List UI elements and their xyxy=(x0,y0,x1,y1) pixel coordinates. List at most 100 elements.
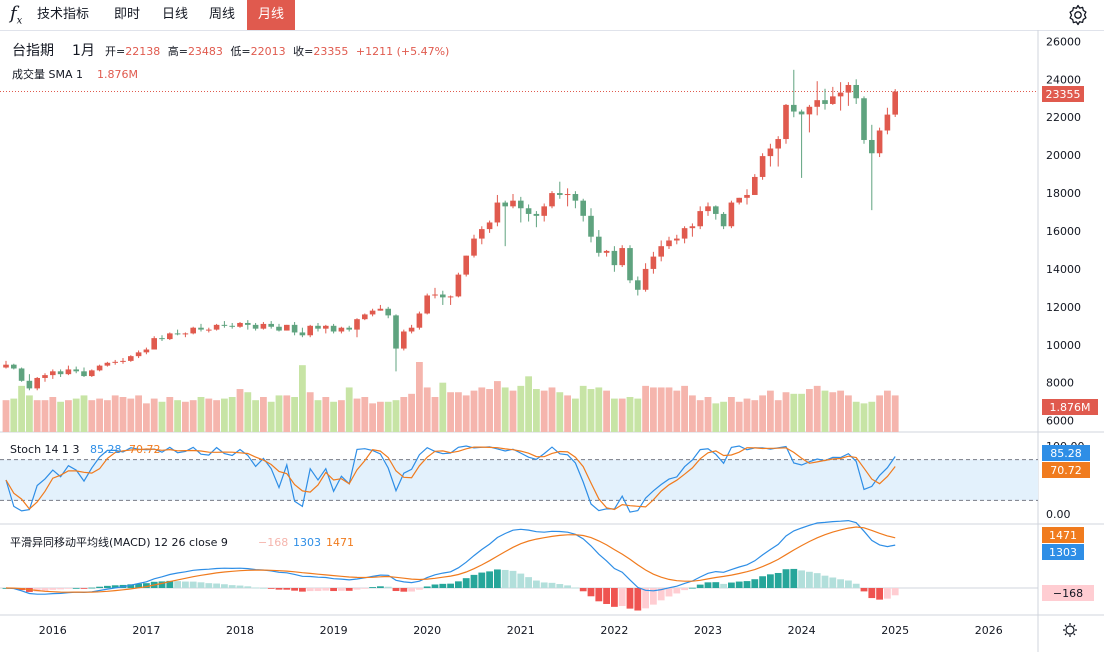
volume-bar xyxy=(852,401,860,432)
macd-histogram-bar xyxy=(751,579,759,588)
macd-signal-badge-bg xyxy=(1042,527,1084,543)
candle-body xyxy=(830,96,836,104)
macd-histogram-bar xyxy=(540,582,548,588)
candle-body xyxy=(135,352,142,357)
macd-histogram-bar xyxy=(478,572,486,588)
volume-bar xyxy=(26,395,33,432)
macd-histogram-bar xyxy=(182,581,189,588)
candle-body xyxy=(619,248,625,266)
candle-body xyxy=(104,362,111,366)
stoch-k-badge-bg xyxy=(1042,445,1090,461)
candle-body xyxy=(713,206,719,214)
macd-histogram-bar xyxy=(338,588,345,591)
macd-histogram-bar xyxy=(884,588,891,599)
macd-histogram-bar xyxy=(299,588,306,592)
volume-bar xyxy=(213,400,220,432)
candle-body xyxy=(432,294,438,296)
candle-body xyxy=(260,323,267,329)
macd-histogram-bar xyxy=(486,571,493,588)
candle-body xyxy=(455,274,462,297)
macd-histogram-bar xyxy=(439,583,447,588)
candle-body xyxy=(11,364,17,369)
macd-histogram-bar xyxy=(665,588,673,597)
candle-body xyxy=(876,130,883,154)
macd-histogram-bar xyxy=(611,588,618,607)
macd-histogram-bar xyxy=(260,587,267,589)
macd-histogram-bar xyxy=(423,586,431,588)
tab-daily[interactable]: 日线 xyxy=(162,7,189,22)
tab-monthly[interactable]: 月线 xyxy=(247,0,295,30)
candle-body xyxy=(635,280,641,290)
price-candles xyxy=(3,69,898,391)
stoch-d-value: 70.72 xyxy=(129,443,161,456)
price-tick-label: 6000 xyxy=(1046,415,1074,428)
candle-body xyxy=(892,91,898,115)
volume-bar xyxy=(509,390,517,432)
candle-body xyxy=(666,240,672,247)
gear-icon[interactable] xyxy=(1066,3,1090,27)
macd-histogram-bar xyxy=(330,588,337,592)
x-tick-label: 2026 xyxy=(975,624,1003,637)
candle-body xyxy=(221,324,228,326)
macd-histogram-bar xyxy=(689,587,696,589)
candle-body xyxy=(697,211,703,227)
volume-badge-bg xyxy=(1042,399,1098,415)
candle-body xyxy=(798,111,805,115)
indicators-button[interactable]: 技术指标 xyxy=(37,7,90,22)
volume-bar xyxy=(127,398,135,432)
price-tick-label: 26000 xyxy=(1046,35,1081,48)
tab-weekly[interactable]: 周线 xyxy=(209,7,236,22)
macd-histogram-bar xyxy=(798,570,805,588)
price-tick-label: 18000 xyxy=(1046,187,1081,200)
macd-histogram-bar xyxy=(813,573,821,588)
macd-histogram-bar xyxy=(431,584,439,588)
candle-body xyxy=(346,327,352,330)
volume-bars xyxy=(2,362,899,432)
candle-body xyxy=(81,371,87,377)
volume-bar xyxy=(338,400,345,432)
volume-bar xyxy=(345,387,353,432)
tab-realtime[interactable]: 即时 xyxy=(114,7,141,22)
candle-body xyxy=(206,329,212,331)
macd-histogram-bar xyxy=(767,574,774,588)
candle-body xyxy=(112,361,118,363)
macd-histogram-bar xyxy=(213,583,220,588)
macd-histogram-bar xyxy=(759,576,766,588)
candle-body xyxy=(603,250,610,253)
volume-bar xyxy=(884,390,891,432)
macd-histogram-bar xyxy=(275,588,283,590)
candle-body xyxy=(276,326,282,331)
volume-bar xyxy=(400,397,408,432)
x-tick-label: 2016 xyxy=(39,624,67,637)
candle-body xyxy=(463,255,469,275)
candle-body xyxy=(182,333,189,335)
macd-histogram-bar xyxy=(345,588,353,591)
macd-value: 1303 xyxy=(293,536,321,549)
candle-body xyxy=(330,325,337,332)
low-value: 22013 xyxy=(251,45,286,58)
macd-histogram-bar xyxy=(49,588,57,590)
candle-body xyxy=(767,148,774,157)
stoch-tick-label: 0.00 xyxy=(1046,508,1071,521)
macd-histogram-bar xyxy=(353,588,361,590)
volume-bar xyxy=(704,397,712,432)
volume-badge: 1.876M xyxy=(1050,401,1091,414)
macd-legend-label: 平滑异同移动平均线(MACD) 12 26 close 9 xyxy=(10,535,228,549)
period-label: 1月 xyxy=(72,43,95,59)
volume-bar xyxy=(322,397,330,432)
candle-body xyxy=(3,364,9,368)
price-tick-label: 22000 xyxy=(1046,111,1081,124)
macd-histogram-bar xyxy=(572,587,579,589)
volume-bar xyxy=(236,389,244,432)
macd-histogram-bar xyxy=(228,585,236,588)
time-settings-icon[interactable] xyxy=(1063,623,1077,637)
volume-bar xyxy=(182,401,189,432)
volume-bar xyxy=(665,387,673,432)
volume-bar xyxy=(774,400,782,432)
x-tick-label: 2022 xyxy=(600,624,628,637)
volume-bar xyxy=(205,398,213,432)
volume-bar xyxy=(88,400,96,432)
function-fx-icon[interactable]: fx xyxy=(10,3,23,27)
candle-body xyxy=(752,176,758,195)
